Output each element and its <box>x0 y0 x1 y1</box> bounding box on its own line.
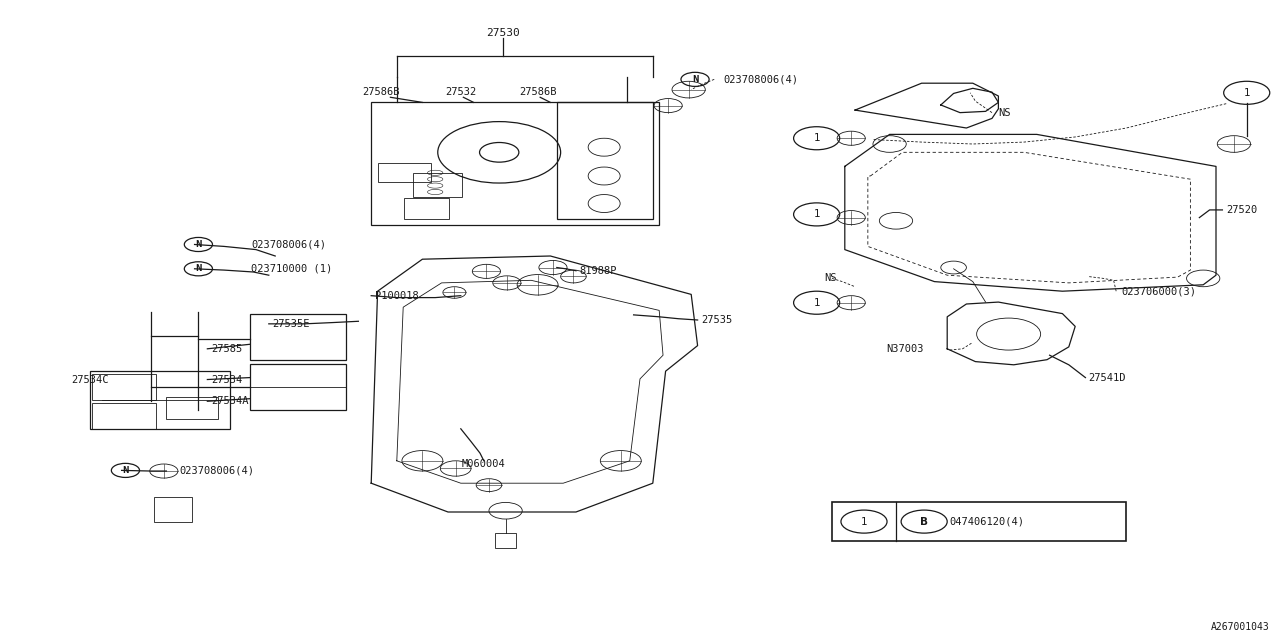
Text: NS: NS <box>824 273 837 284</box>
Bar <box>250 314 346 360</box>
Text: 27520: 27520 <box>1226 205 1257 215</box>
Bar <box>413 173 462 197</box>
Text: 27532: 27532 <box>445 87 476 97</box>
Text: 27534: 27534 <box>211 374 242 385</box>
Bar <box>495 533 516 548</box>
Text: 27586B: 27586B <box>518 87 557 97</box>
Text: 1: 1 <box>1243 88 1251 98</box>
Text: 047406120(4): 047406120(4) <box>950 516 1025 527</box>
Text: B: B <box>920 516 928 527</box>
Text: 1: 1 <box>860 516 868 527</box>
Text: 27535E: 27535E <box>273 319 310 329</box>
Text: 023710000 (1): 023710000 (1) <box>251 264 332 274</box>
Bar <box>404 198 449 219</box>
Text: N: N <box>195 264 202 273</box>
Text: 27534A: 27534A <box>211 396 248 406</box>
Text: N: N <box>122 466 129 475</box>
Text: NS: NS <box>998 108 1011 118</box>
Text: 27586B: 27586B <box>362 87 401 97</box>
Text: 1: 1 <box>813 298 820 308</box>
Bar <box>154 497 192 522</box>
Bar <box>371 102 659 225</box>
Bar <box>166 397 218 419</box>
Text: 27534C: 27534C <box>72 374 109 385</box>
Text: M060004: M060004 <box>462 459 506 469</box>
Bar <box>557 102 653 219</box>
Text: 023708006(4): 023708006(4) <box>723 74 799 84</box>
Text: 023706000(3): 023706000(3) <box>1121 286 1197 296</box>
Text: 81988P: 81988P <box>580 266 617 276</box>
Text: 023708006(4): 023708006(4) <box>251 239 326 250</box>
Bar <box>92 374 156 400</box>
Text: N: N <box>195 240 202 249</box>
Text: 023708006(4): 023708006(4) <box>179 465 255 476</box>
Bar <box>378 163 431 182</box>
Text: 27535: 27535 <box>701 315 732 325</box>
Text: 27585: 27585 <box>211 344 242 354</box>
Text: 1: 1 <box>813 133 820 143</box>
Text: 1: 1 <box>813 209 820 220</box>
Text: 27530: 27530 <box>486 28 520 38</box>
Text: A267001043: A267001043 <box>1211 622 1270 632</box>
Bar <box>832 502 1126 541</box>
Bar <box>90 371 230 429</box>
Text: N: N <box>691 75 699 84</box>
Text: N37003: N37003 <box>886 344 923 354</box>
Text: 27541D: 27541D <box>1088 372 1125 383</box>
Bar <box>250 364 346 410</box>
Bar <box>92 403 156 429</box>
Text: P100018: P100018 <box>375 291 419 301</box>
